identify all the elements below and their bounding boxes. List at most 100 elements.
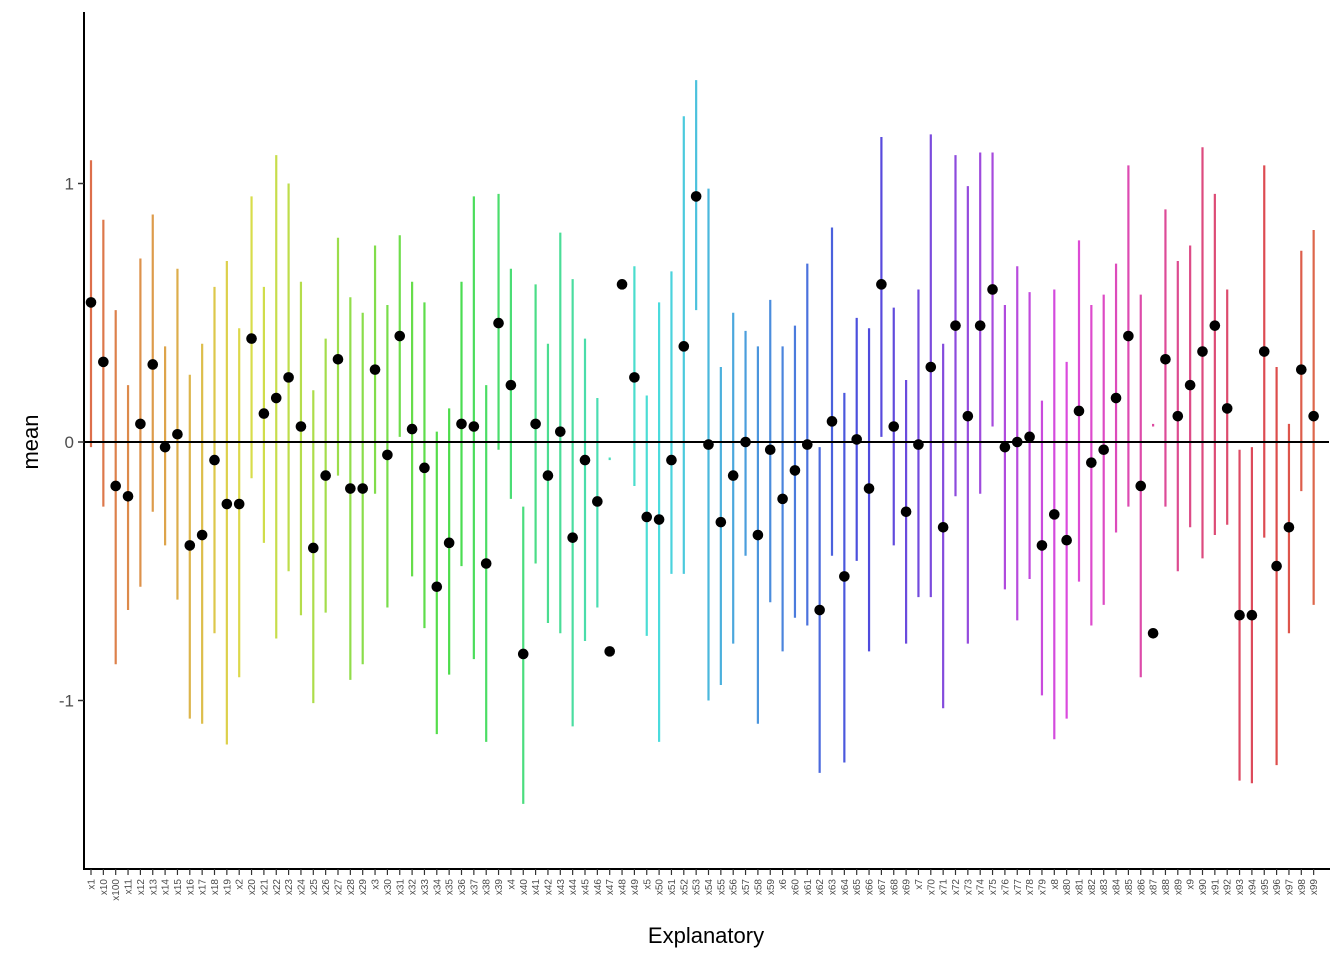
x-tick-label: x12 <box>136 879 147 896</box>
mean-point-x58 <box>752 529 764 541</box>
x-tick-label: x57 <box>741 879 752 896</box>
x-axis-title: Explanatory <box>648 923 764 948</box>
x-tick-label: x68 <box>889 879 900 896</box>
x-tick-label: x76 <box>1000 879 1011 896</box>
x-tick-label: x82 <box>1087 879 1098 896</box>
x-tick-label: x56 <box>729 879 740 896</box>
x-tick-label: x24 <box>296 879 307 896</box>
mean-point-x42 <box>542 470 554 481</box>
mean-point-x1 <box>85 297 97 308</box>
x-tick-label: x4 <box>506 879 517 890</box>
mean-point-x16 <box>184 540 196 551</box>
x-tick-label: x64 <box>840 879 851 896</box>
mean-point-x35 <box>443 537 455 549</box>
x-tick-label: x71 <box>939 879 950 896</box>
mean-point-x86 <box>1135 480 1147 492</box>
mean-point-x74 <box>974 320 986 331</box>
x-tick-label: x9 <box>1186 879 1197 890</box>
x-tick-label: x8 <box>1050 879 1061 890</box>
x-tick-label: x17 <box>198 879 209 896</box>
x-tick-label: x21 <box>259 879 270 896</box>
x-tick-label: x94 <box>1247 879 1258 896</box>
x-tick-label: x78 <box>1025 879 1036 896</box>
x-tick-label: x99 <box>1309 879 1320 896</box>
x-tick-label: x55 <box>716 879 727 896</box>
y-axis-title: mean <box>18 414 43 469</box>
mean-point-x14 <box>159 441 171 453</box>
x-tick-label: x22 <box>272 879 283 896</box>
mean-point-x75 <box>987 284 998 295</box>
mean-point-x3 <box>369 364 381 375</box>
mean-point-x59 <box>764 444 776 456</box>
x-tick-label: x3 <box>371 879 382 890</box>
x-tick-label: x2 <box>235 879 246 890</box>
x-tick-label: x85 <box>1124 879 1135 896</box>
mean-point-x93 <box>1234 609 1245 621</box>
x-tick-label: x29 <box>358 879 369 896</box>
x-tick-label: x58 <box>753 879 764 896</box>
x-tick-label: x86 <box>1136 879 1147 896</box>
mean-point-x43 <box>555 426 566 437</box>
x-tick-label: x67 <box>877 879 888 896</box>
x-tick-label: x61 <box>803 879 814 896</box>
x-tick-label: x46 <box>593 879 604 896</box>
mean-point-x79 <box>1036 540 1048 551</box>
mean-point-x62 <box>814 604 825 616</box>
x-tick-label: x32 <box>408 879 419 896</box>
mean-point-x25 <box>308 542 319 554</box>
mean-point-x28 <box>345 483 356 494</box>
x-tick-label: x84 <box>1112 879 1123 896</box>
mean-point-x94 <box>1246 609 1258 621</box>
mean-point-x70 <box>925 361 937 373</box>
x-tick-label: x44 <box>568 879 579 896</box>
x-tick-label: x47 <box>605 879 616 896</box>
mean-point-x11 <box>122 490 134 502</box>
mean-point-x39 <box>493 317 504 329</box>
x-tick-label: x50 <box>655 879 666 896</box>
mean-point-x96 <box>1271 560 1282 572</box>
x-tick-label: x30 <box>383 879 394 896</box>
mean-point-x29 <box>357 483 369 494</box>
x-tick-label: x48 <box>618 879 629 896</box>
mean-point-x69 <box>900 506 912 518</box>
mean-point-x85 <box>1123 330 1134 342</box>
mean-point-x57 <box>740 436 751 448</box>
axes: -1 0 1 x1 x10 x100 x11 x12 x13 x14 x15 x16 x17 x18 x19… <box>59 12 1330 901</box>
mean-point-x54 <box>703 439 714 450</box>
x-tick-label: x83 <box>1099 879 1110 896</box>
x-tick-label: x6 <box>778 879 789 890</box>
x-tick-label: x18 <box>210 879 221 896</box>
x-tick-label: x65 <box>852 879 863 896</box>
x-tick-label: x14 <box>161 879 172 896</box>
x-tick-label: x66 <box>865 879 876 896</box>
mean-point-x61 <box>802 439 813 450</box>
mean-point-x8 <box>1049 509 1060 520</box>
x-tick-label: x96 <box>1272 879 1283 896</box>
mean-point-x41 <box>530 418 541 430</box>
x-tick-label: x25 <box>309 879 320 896</box>
x-tick-label: x93 <box>1235 879 1246 896</box>
x-tick-label: x49 <box>630 879 641 896</box>
x-tick-label: x90 <box>1198 879 1209 896</box>
mean-point-x32 <box>406 423 418 435</box>
mean-point-x88 <box>1160 353 1171 365</box>
x-tick-label: x34 <box>432 879 443 896</box>
mean-point-x52 <box>678 341 690 352</box>
mean-point-x63 <box>826 416 838 427</box>
mean-point-x81 <box>1073 405 1085 417</box>
mean-point-x80 <box>1061 534 1072 546</box>
x-tick-label: x63 <box>828 879 839 896</box>
mean-point-x17 <box>196 529 208 541</box>
mean-point-x67 <box>876 279 887 290</box>
mean-point-x4 <box>505 379 517 391</box>
mean-point-x31 <box>394 330 406 342</box>
mean-point-x82 <box>1086 457 1097 468</box>
mean-point-x47 <box>604 646 615 657</box>
mean-point-x91 <box>1209 320 1221 331</box>
mean-point-x30 <box>382 449 393 461</box>
x-tick-label: x59 <box>766 879 777 896</box>
mean-point-x2 <box>233 498 245 510</box>
x-tick-label: x80 <box>1062 879 1073 896</box>
mean-point-x45 <box>579 454 591 466</box>
